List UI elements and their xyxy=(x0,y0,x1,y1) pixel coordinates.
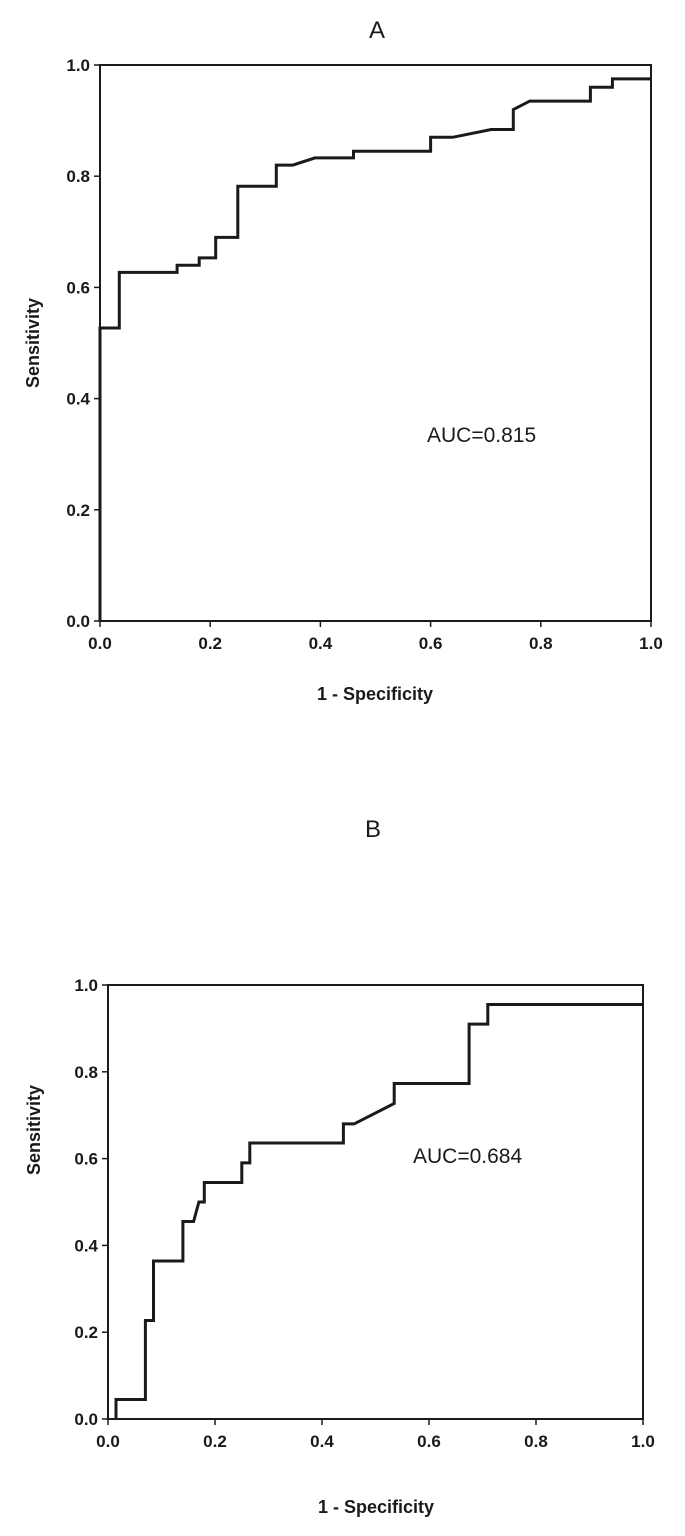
y-tick-label: 1.0 xyxy=(74,976,98,995)
panel-label: A xyxy=(369,17,385,44)
roc-chart-a: A 1 - Specificity Sensitivity AUC=0.815 … xyxy=(23,17,663,704)
panel-label: B xyxy=(365,816,381,843)
x-axis-title: 1 - Specificity xyxy=(317,684,433,704)
x-tick-label: 0.2 xyxy=(198,634,222,653)
auc-annotation: AUC=0.815 xyxy=(427,424,536,447)
y-axis-title: Sensitivity xyxy=(24,1085,44,1175)
y-tick-label: 0.2 xyxy=(74,1323,98,1342)
x-tick-label: 0.8 xyxy=(524,1432,548,1451)
auc-annotation: AUC=0.684 xyxy=(413,1145,522,1168)
y-tick-label: 0.8 xyxy=(66,167,90,186)
y-tick-label: 0.8 xyxy=(74,1063,98,1082)
y-tick-label: 0.4 xyxy=(66,390,90,409)
x-tick-label: 0.6 xyxy=(419,634,443,653)
roc-chart-b: B 1 - Specificity Sensitivity AUC=0.684 … xyxy=(24,816,655,1517)
x-tick-label: 0.8 xyxy=(529,634,553,653)
chart-panel-b: B 1 - Specificity Sensitivity AUC=0.684 … xyxy=(0,790,685,1531)
x-tick-label: 0.4 xyxy=(309,634,333,653)
chart-panel-a: A 1 - Specificity Sensitivity AUC=0.815 … xyxy=(0,0,685,730)
y-tick-label: 1.0 xyxy=(66,56,90,75)
x-tick-label: 1.0 xyxy=(631,1432,655,1451)
y-tick-label: 0.0 xyxy=(74,1410,98,1429)
y-tick-label: 0.4 xyxy=(74,1236,98,1255)
y-axis-title: Sensitivity xyxy=(23,298,43,388)
x-tick-label: 0.2 xyxy=(203,1432,227,1451)
x-tick-label: 0.0 xyxy=(88,634,112,653)
roc-curve-line xyxy=(98,77,651,621)
plot-frame xyxy=(99,64,652,622)
y-tick-label: 0.6 xyxy=(74,1150,98,1169)
roc-curve-line xyxy=(114,1003,643,1419)
y-tick-label: 0.2 xyxy=(66,501,90,520)
plot-frame xyxy=(107,984,644,1420)
y-tick-label: 0.6 xyxy=(66,278,90,297)
x-axis-title: 1 - Specificity xyxy=(318,1497,434,1517)
x-tick-label: 0.4 xyxy=(310,1432,334,1451)
x-tick-label: 0.0 xyxy=(96,1432,120,1451)
y-tick-label: 0.0 xyxy=(66,612,90,631)
x-tick-label: 0.6 xyxy=(417,1432,441,1451)
x-tick-label: 1.0 xyxy=(639,634,663,653)
